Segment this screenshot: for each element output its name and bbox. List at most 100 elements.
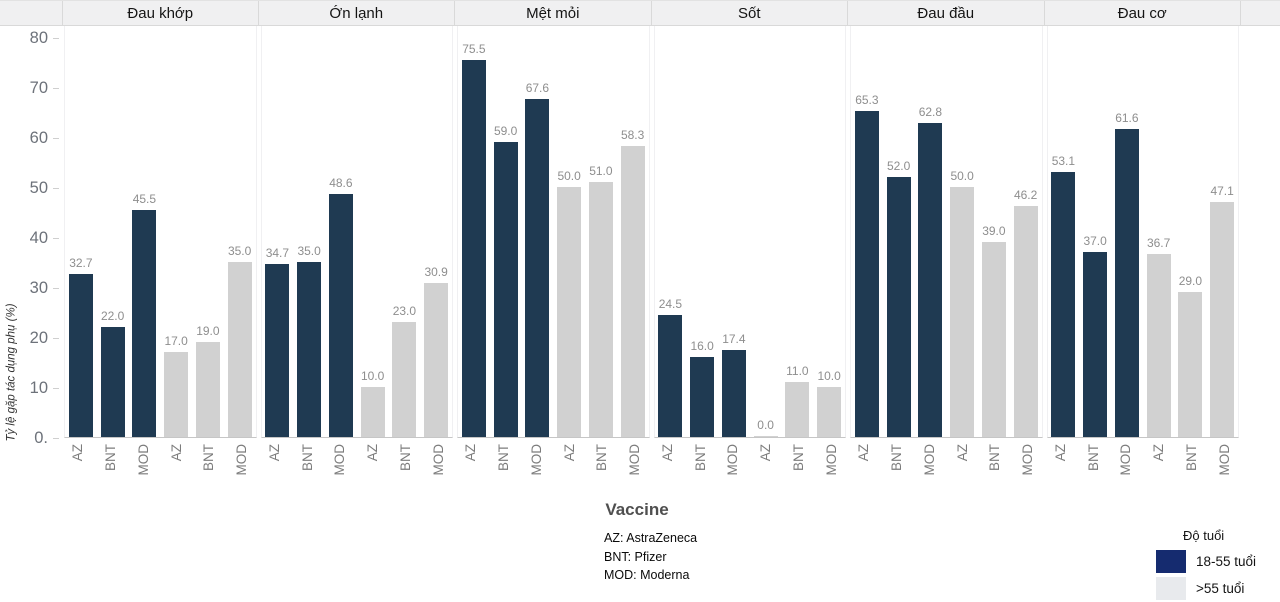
bar <box>690 357 715 437</box>
facet-title: Ớn lạnh <box>259 1 455 26</box>
facet-title: Đau khớp <box>62 1 259 26</box>
bar <box>461 59 486 437</box>
x-tick-label: AZ <box>168 444 184 462</box>
bar-value-label: 35.0 <box>297 244 321 258</box>
x-tick-label: BNT <box>1183 444 1199 471</box>
legend-entry-label: >55 tuổi <box>1196 581 1245 596</box>
y-tick-label: 10 <box>29 379 48 397</box>
x-tick-group: AZ BNT MOD AZ BNT MOD <box>62 439 259 497</box>
x-tick-label: MOD <box>627 444 643 476</box>
y-tick-label: 0. <box>34 429 48 447</box>
y-tick-mark <box>53 238 59 239</box>
bar-value-label: 50.0 <box>557 169 581 183</box>
bar-value-label: 48.6 <box>329 176 353 190</box>
bar <box>1178 292 1203 437</box>
facet-panel: Đau cơ 53.1 37.0 61.6 36.7 29.0 47.1 <box>1045 1 1241 438</box>
x-tick-label: AZ <box>659 444 675 462</box>
y-tick-label: 20 <box>29 329 48 347</box>
bar <box>1114 129 1139 437</box>
bar-value-label: 23.0 <box>392 304 417 318</box>
bar <box>265 263 290 437</box>
bar <box>658 314 683 437</box>
y-tick-mark <box>53 338 59 339</box>
bar <box>588 182 613 437</box>
legend: Độ tuổi 18-55 tuổi >55 tuổi <box>1156 528 1256 602</box>
bar-value-label: 37.0 <box>1083 234 1107 248</box>
x-tick-label: MOD <box>1020 444 1036 476</box>
x-tick-group: AZ BNT MOD AZ BNT MOD <box>259 439 456 497</box>
bar <box>297 262 322 437</box>
bar <box>424 282 449 437</box>
facet-title: Mệt mỏi <box>455 1 652 26</box>
x-tick-group: AZ BNT MOD AZ BNT MOD <box>1045 439 1242 497</box>
bar-value-label: 53.1 <box>1051 153 1076 168</box>
bar-value-label: 36.7 <box>1146 235 1171 250</box>
x-axis: AZ BNT MOD AZ BNT MOD AZ BNT MOD AZ BNT MOD AZ BNT MOD… <box>62 439 1241 497</box>
bar-value-label: 39.0 <box>982 224 1006 238</box>
bar-value-label: 67.6 <box>525 81 550 95</box>
bar <box>392 322 417 437</box>
bar-value-label: 29.0 <box>1178 274 1203 288</box>
facet-panel: Đau đầu 65.3 52.0 62.8 50.0 39.0 46.2 <box>848 1 1045 438</box>
facet-plot-area: 24.5 16.0 17.4 0.0 11.0 10.0 <box>653 26 846 438</box>
bar-value-label: 19.0 <box>196 324 220 338</box>
x-tick-label: AZ <box>70 444 86 462</box>
bar <box>132 209 157 437</box>
y-tick-label: 70 <box>29 79 48 97</box>
bar <box>886 177 911 437</box>
bar <box>328 194 353 437</box>
abbreviation-footnotes: AZ: AstraZeneca BNT: Pfizer MOD: Moderna <box>604 529 697 585</box>
legend-swatch <box>1156 577 1186 600</box>
bar <box>1210 201 1235 437</box>
bar <box>620 145 645 437</box>
x-tick-label: MOD <box>725 444 741 476</box>
footnote: BNT: Pfizer <box>604 549 667 564</box>
bar <box>918 123 943 437</box>
bar-value-label: 0.0 <box>757 418 774 432</box>
bar <box>753 436 778 437</box>
bar-value-label: 47.1 <box>1210 183 1234 198</box>
y-tick-mark <box>53 188 59 189</box>
legend-swatch <box>1156 550 1186 573</box>
bar <box>721 350 746 437</box>
x-tick-group: AZ BNT MOD AZ BNT MOD <box>455 439 652 497</box>
bar-value-label: 62.8 <box>918 105 943 119</box>
x-tick-label: AZ <box>266 444 282 462</box>
x-tick-group: AZ BNT MOD AZ BNT MOD <box>848 439 1045 497</box>
footnote: MOD: Moderna <box>604 568 690 582</box>
x-tick-label: MOD <box>823 444 839 476</box>
x-tick-label: MOD <box>528 444 544 476</box>
x-tick-label: BNT <box>692 444 708 471</box>
x-tick-label: MOD <box>921 444 937 476</box>
bar <box>493 142 518 437</box>
x-tick-label: MOD <box>135 444 151 476</box>
legend-entries: 18-55 tuổi >55 tuổi <box>1156 548 1256 602</box>
bar <box>981 242 1006 437</box>
bar-value-label: 10.0 <box>817 369 841 383</box>
facet-panels: Đau khớp 32.7 22.0 45.5 17.0 19.0 35.0 Ớn lạnh 3… <box>62 1 1241 438</box>
bar-value-label: 32.7 <box>69 255 93 270</box>
x-tick-label: AZ <box>1052 444 1068 462</box>
y-tick-mark <box>53 438 59 439</box>
bar-value-label: 45.5 <box>132 191 157 206</box>
x-tick-label: BNT <box>790 444 806 471</box>
y-tick-mark <box>53 388 59 389</box>
bar-value-label: 59.0 <box>493 124 518 138</box>
facet-plot-area: 32.7 22.0 45.5 17.0 19.0 35.0 <box>64 26 257 438</box>
x-tick-label: MOD <box>430 444 446 476</box>
bar <box>100 327 125 437</box>
y-tick-mark <box>53 88 59 89</box>
bar-value-label: 17.0 <box>164 334 188 348</box>
y-tick-label: 60 <box>29 129 48 147</box>
legend-entry-label: 18-55 tuổi <box>1196 554 1257 569</box>
y-tick-mark <box>53 138 59 139</box>
bar <box>1051 171 1076 437</box>
bar <box>785 382 810 437</box>
facet-panel: Ớn lạnh 34.7 35.0 48.6 10.0 23.0 30.9 <box>259 1 455 438</box>
bar <box>360 387 385 437</box>
x-tick-label: AZ <box>954 444 970 462</box>
legend-title: Độ tuổi <box>1183 528 1225 543</box>
bar-value-label: 51.0 <box>589 164 613 178</box>
facet-title: Đau cơ <box>1045 1 1241 26</box>
